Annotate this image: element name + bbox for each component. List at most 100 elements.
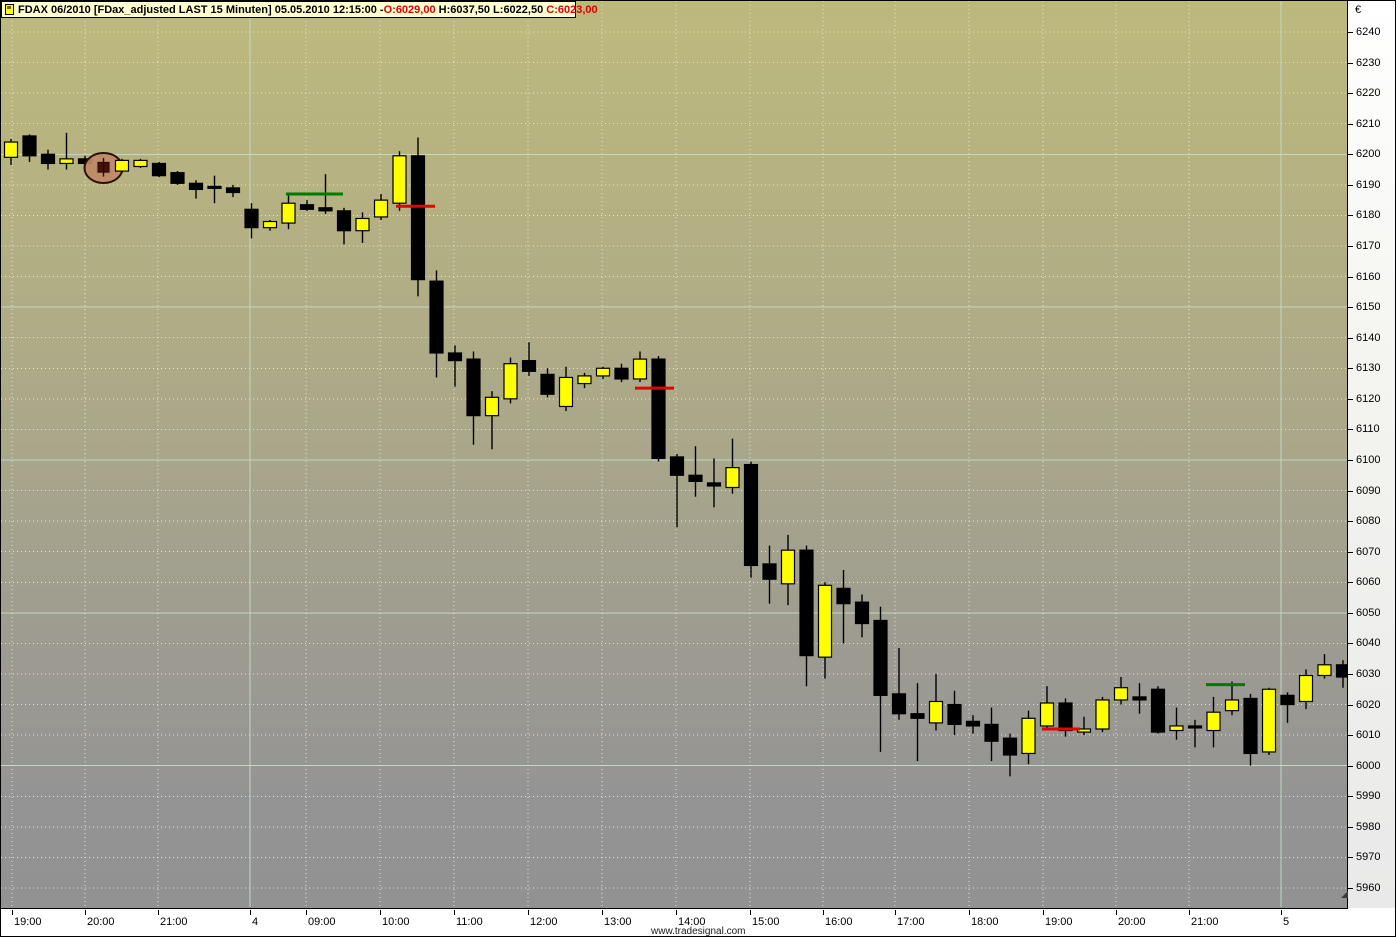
- candle-body-down: [873, 619, 888, 696]
- price-tick: [1348, 245, 1353, 247]
- candle[interactable]: [170, 171, 185, 185]
- chart-plot-area[interactable]: [1, 1, 1348, 909]
- candle-body-up: [1206, 711, 1221, 732]
- candle[interactable]: [3, 138, 19, 165]
- candle[interactable]: [59, 132, 74, 170]
- time-tick: [895, 910, 896, 915]
- candle[interactable]: [910, 683, 925, 762]
- candle[interactable]: [1076, 716, 1092, 736]
- candle-body-down: [1243, 697, 1258, 755]
- candle[interactable]: [1169, 707, 1184, 740]
- candle[interactable]: [706, 458, 722, 508]
- candle[interactable]: [1132, 683, 1147, 714]
- time-tick: [602, 910, 603, 915]
- candle[interactable]: [836, 570, 851, 644]
- price-tick: [1348, 276, 1353, 278]
- candle[interactable]: [540, 368, 555, 398]
- candle[interactable]: [1317, 654, 1332, 679]
- price-tick-label: 6060: [1356, 576, 1381, 589]
- candle-body-down: [1187, 725, 1203, 729]
- candle[interactable]: [1298, 669, 1314, 710]
- candle[interactable]: [762, 545, 777, 604]
- candle[interactable]: [1058, 698, 1073, 737]
- time-tick: [676, 910, 677, 915]
- candle[interactable]: [188, 180, 204, 199]
- candle[interactable]: [799, 545, 814, 687]
- candle[interactable]: [984, 707, 999, 762]
- candle[interactable]: [780, 534, 796, 606]
- candle[interactable]: [1021, 710, 1036, 765]
- candle[interactable]: [429, 270, 444, 378]
- candle[interactable]: [577, 372, 592, 389]
- candle-body-up: [1317, 664, 1332, 677]
- candle[interactable]: [355, 212, 370, 243]
- candlestick-chart[interactable]: [1, 1, 1347, 908]
- candle[interactable]: [133, 158, 148, 169]
- candle[interactable]: [114, 158, 130, 173]
- candle[interactable]: [225, 184, 241, 198]
- candle[interactable]: [466, 351, 481, 445]
- resize-handle-icon[interactable]: [1341, 891, 1348, 898]
- candle[interactable]: [392, 151, 407, 211]
- candle[interactable]: [651, 356, 666, 462]
- candle[interactable]: [151, 161, 167, 178]
- candle[interactable]: [484, 391, 500, 450]
- candle[interactable]: [632, 351, 648, 383]
- candle[interactable]: [336, 207, 352, 245]
- candle[interactable]: [373, 194, 389, 221]
- candle-body-down: [207, 185, 222, 189]
- candle[interactable]: [40, 149, 56, 170]
- candle[interactable]: [1206, 696, 1221, 748]
- time-tick-label: 16:00: [825, 916, 853, 928]
- candle[interactable]: [1243, 693, 1258, 766]
- candle[interactable]: [22, 134, 37, 162]
- price-tick-label: 5960: [1356, 881, 1381, 894]
- price-tick: [1348, 887, 1353, 889]
- candle[interactable]: [1261, 687, 1277, 755]
- candle[interactable]: [558, 366, 574, 412]
- candle[interactable]: [873, 606, 888, 752]
- candle-body-down: [762, 563, 777, 580]
- candle[interactable]: [1039, 686, 1055, 729]
- price-tick: [1348, 857, 1353, 859]
- candle[interactable]: [447, 345, 463, 387]
- candle[interactable]: [614, 363, 629, 383]
- candle[interactable]: [725, 438, 740, 494]
- candle[interactable]: [688, 446, 703, 497]
- candle[interactable]: [1113, 677, 1129, 705]
- candle[interactable]: [281, 195, 296, 230]
- candle-body-up: [780, 549, 796, 585]
- candle[interactable]: [521, 342, 537, 376]
- candle[interactable]: [743, 461, 759, 578]
- candle[interactable]: [947, 690, 962, 736]
- candle[interactable]: [1095, 696, 1110, 733]
- candle[interactable]: [891, 647, 907, 720]
- candle[interactable]: [1150, 686, 1166, 734]
- candle[interactable]: [669, 453, 685, 528]
- candle[interactable]: [244, 203, 259, 239]
- candle[interactable]: [207, 175, 222, 204]
- time-axis[interactable]: www.tradesignal.com 19:00 20:00 21:00 4 09:0…: [1, 909, 1395, 936]
- time-tick: [380, 910, 381, 915]
- candle[interactable]: [262, 220, 278, 231]
- candle-body-up: [817, 584, 833, 658]
- price-axis[interactable]: € 6240 6230 6220 6210 6200 6190 6180 6170 6160 61…: [1348, 1, 1395, 908]
- candle[interactable]: [1224, 681, 1240, 716]
- candle[interactable]: [410, 137, 426, 297]
- candle-body-down: [688, 474, 703, 482]
- candle[interactable]: [1002, 733, 1018, 777]
- candle[interactable]: [299, 200, 315, 211]
- candle[interactable]: [965, 715, 981, 734]
- candle[interactable]: [1335, 660, 1348, 688]
- candle[interactable]: [928, 673, 944, 731]
- candle-body-up: [558, 376, 574, 408]
- time-tick-label: 17:00: [897, 916, 925, 928]
- candle[interactable]: [817, 582, 833, 679]
- price-tick-label: 6100: [1356, 453, 1381, 466]
- candle[interactable]: [503, 357, 518, 404]
- candle[interactable]: [854, 594, 870, 638]
- candle[interactable]: [1280, 692, 1295, 723]
- candle-body-up: [262, 220, 278, 229]
- candle[interactable]: [595, 366, 611, 379]
- candle[interactable]: [1187, 719, 1203, 748]
